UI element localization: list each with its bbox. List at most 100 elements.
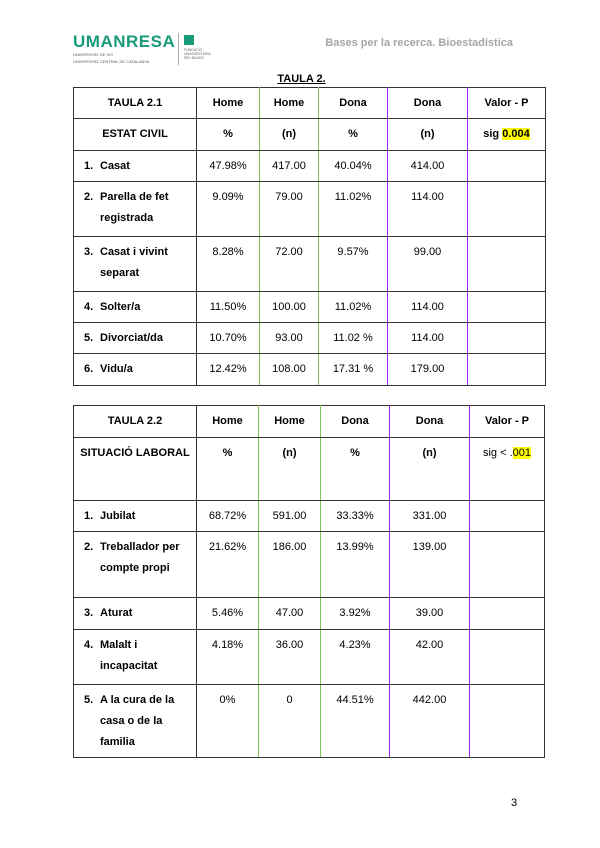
value-cell: 179.00 xyxy=(387,353,468,386)
sig-label: sig < . xyxy=(482,447,513,459)
value-cell: 72.00 xyxy=(259,236,319,292)
value-cell: 8.28% xyxy=(196,236,260,292)
row-number: 5. xyxy=(84,694,94,706)
p-value-empty-cell xyxy=(469,597,545,630)
value-cell: 114.00 xyxy=(387,322,468,354)
page-number: 3 xyxy=(511,797,518,809)
value-cell: 11.02% xyxy=(318,291,388,323)
subheader-cell: (n) xyxy=(389,437,470,501)
value-cell: 44.51% xyxy=(320,684,390,758)
table-row: 4. Malalt i incapacitat 4.18% 36.00 4.23% 42.… xyxy=(73,629,545,685)
value-cell: 3.92% xyxy=(320,597,390,630)
row-label-cell: 1. Casat xyxy=(73,150,197,182)
value-cell: 9.57% xyxy=(318,236,388,292)
row-number: 3. xyxy=(84,246,94,258)
row-number: 1. xyxy=(84,510,94,522)
header-cell: Dona xyxy=(387,87,468,119)
value-cell: 36.00 xyxy=(258,629,321,685)
header-cell: Home xyxy=(259,87,319,119)
value-cell: 11.50% xyxy=(196,291,260,323)
value-cell: 442.00 xyxy=(389,684,470,758)
value-cell: 114.00 xyxy=(387,181,468,237)
header-title: Bases per la recerca. Bioestadística xyxy=(325,37,513,49)
row-number: 4. xyxy=(84,639,94,651)
header-cell: TAULA 2.2 xyxy=(73,405,197,438)
value-cell: 99.00 xyxy=(387,236,468,292)
fub-badge-icon xyxy=(184,35,194,45)
subheader-cell: % xyxy=(320,437,390,501)
row-label: Solter/a xyxy=(100,301,141,313)
value-cell: 47.98% xyxy=(196,150,260,182)
value-cell: 331.00 xyxy=(389,500,470,532)
value-cell: 4.18% xyxy=(196,629,259,685)
row-label-cell: 3. Casat i vivint separat xyxy=(73,236,197,292)
value-cell: 11.02 % xyxy=(318,322,388,354)
value-cell: 47.00 xyxy=(258,597,321,630)
row-label-cell: 3. Aturat xyxy=(73,597,197,630)
row-label: A la cura de la casa o de la familia xyxy=(100,694,175,748)
value-cell: 5.46% xyxy=(196,597,259,630)
row-number: 6. xyxy=(84,363,94,375)
value-cell: 12.42% xyxy=(196,353,260,386)
p-value-cell: sig < .001 xyxy=(469,437,545,501)
value-cell: 33.33% xyxy=(320,500,390,532)
row-number: 3. xyxy=(84,607,94,619)
row-label-cell: 4. Malalt i incapacitat xyxy=(73,629,197,685)
value-cell: 100.00 xyxy=(259,291,319,323)
subheader-row: SITUACIÓ LABORAL% (n)% (n) sig < .001 xyxy=(73,437,545,501)
header-cell: Valor - P xyxy=(469,405,545,438)
value-cell: 11.02% xyxy=(318,181,388,237)
sig-label: sig xyxy=(483,128,503,140)
row-number: 5. xyxy=(84,332,94,344)
header-cell: Home xyxy=(196,87,260,119)
logo-divider xyxy=(178,33,179,65)
header-cell: Home xyxy=(196,405,259,438)
sig-value: 001 xyxy=(512,447,531,459)
row-label-cell: 4. Solter/a xyxy=(73,291,197,323)
row-number: 4. xyxy=(84,301,94,313)
p-value-empty-cell xyxy=(469,531,545,598)
value-cell: 17.31 % xyxy=(318,353,388,386)
table-row: 1. Casat 47.98% 417.00 40.04% 414.00 xyxy=(73,150,546,182)
header-row: TAULA 2.1 Home Home Dona Dona Valor - P xyxy=(73,87,546,119)
table-row: 1. Jubilat 68.72% 591.00 33.33% 331.00 xyxy=(73,500,545,532)
doc-title: TAULA 2. xyxy=(277,73,326,85)
value-cell: 93.00 xyxy=(259,322,319,354)
row-label: Aturat xyxy=(100,607,133,619)
value-cell: 9.09% xyxy=(196,181,260,237)
row-label: Jubilat xyxy=(100,510,136,522)
value-cell: 39.00 xyxy=(389,597,470,630)
value-cell: 68.72% xyxy=(196,500,259,532)
subheader-cell: SITUACIÓ LABORAL xyxy=(73,437,197,501)
row-number: 2. xyxy=(84,191,94,203)
value-cell: 0% xyxy=(196,684,259,758)
table-row: 5. A la cura de la casa o de la familia 0%… xyxy=(73,684,545,758)
value-cell: 4.23% xyxy=(320,629,390,685)
header-row: TAULA 2.2 Home Home Dona Dona Valor - P xyxy=(73,405,545,438)
table-row: 2. Parella de fet registrada 9.09% 79.00 11.… xyxy=(73,181,546,237)
header-cell: Dona xyxy=(318,87,388,119)
row-number: 1. xyxy=(84,160,94,172)
row-label: Malalt i incapacitat xyxy=(100,639,158,672)
row-label: Vidu/a xyxy=(100,363,133,375)
p-value-empty-cell xyxy=(469,629,545,685)
row-label: Parella de fet registrada xyxy=(100,191,169,224)
table-row: 2. Treballador per compte propi 21.62% 186.… xyxy=(73,531,545,598)
value-cell: 79.00 xyxy=(259,181,319,237)
value-cell: 13.99% xyxy=(320,531,390,598)
subheader-cell: (n) xyxy=(387,118,468,151)
row-number: 2. xyxy=(84,541,94,553)
table-row: 4. Solter/a 11.50% 100.00 11.02% 114.00 xyxy=(73,291,546,323)
subheader-cell: % xyxy=(318,118,388,151)
p-value-empty-cell xyxy=(467,181,546,237)
row-label: Casat xyxy=(100,160,130,172)
value-cell: 0 xyxy=(258,684,321,758)
header-cell: Dona xyxy=(389,405,470,438)
row-label: Casat i vivint separat xyxy=(100,246,168,279)
p-value-empty-cell xyxy=(467,236,546,292)
p-value-empty-cell xyxy=(467,322,546,354)
value-cell: 414.00 xyxy=(387,150,468,182)
sig-value: 0.004 xyxy=(502,128,530,140)
p-value-cell: sig 0.004 xyxy=(467,118,546,151)
umanresa-logo: UMANRESA UNIVERSITAT DE VIC UNIVERSITAT … xyxy=(73,32,211,65)
